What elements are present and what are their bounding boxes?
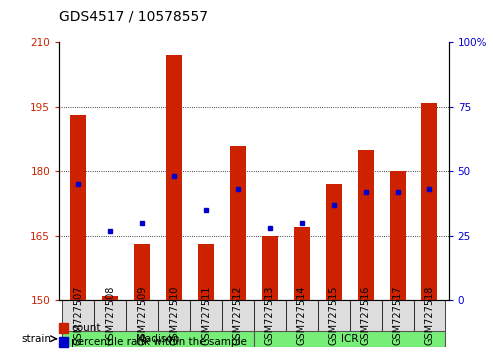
Bar xyxy=(357,150,374,300)
Bar xyxy=(318,300,350,331)
Bar xyxy=(94,300,126,331)
Text: GSM727517: GSM727517 xyxy=(392,286,403,345)
Text: GSM727516: GSM727516 xyxy=(360,286,371,345)
Bar xyxy=(62,331,254,347)
Text: strain: strain xyxy=(22,334,52,344)
Text: percentile rank within the sample: percentile rank within the sample xyxy=(71,337,247,347)
Bar xyxy=(126,300,158,331)
Bar xyxy=(230,145,246,300)
Text: GDS4517 / 10578557: GDS4517 / 10578557 xyxy=(59,9,208,23)
Bar xyxy=(254,331,446,347)
Text: GSM727507: GSM727507 xyxy=(73,286,83,345)
Text: count: count xyxy=(71,323,101,333)
Bar xyxy=(198,244,214,300)
Text: GSM727511: GSM727511 xyxy=(201,286,211,345)
Bar xyxy=(102,296,118,300)
Text: GSM727508: GSM727508 xyxy=(105,286,115,345)
Bar xyxy=(254,300,286,331)
Text: ICR: ICR xyxy=(341,334,358,344)
Bar xyxy=(286,300,318,331)
Text: GSM727513: GSM727513 xyxy=(265,286,275,345)
Bar xyxy=(262,236,278,300)
Bar xyxy=(389,171,406,300)
Bar xyxy=(222,300,254,331)
Bar xyxy=(350,300,382,331)
Bar xyxy=(414,300,446,331)
Text: GSM727512: GSM727512 xyxy=(233,286,243,345)
Text: GSM727514: GSM727514 xyxy=(297,286,307,345)
Text: GSM727518: GSM727518 xyxy=(424,286,434,345)
Bar xyxy=(382,300,414,331)
Text: Madison: Madison xyxy=(137,334,180,344)
Text: GSM727515: GSM727515 xyxy=(329,286,339,345)
Bar xyxy=(294,227,310,300)
Bar xyxy=(326,184,342,300)
Text: GSM727509: GSM727509 xyxy=(137,286,147,345)
Bar xyxy=(70,115,86,300)
Bar xyxy=(166,55,182,300)
Bar xyxy=(422,103,437,300)
Bar xyxy=(190,300,222,331)
Bar xyxy=(62,300,94,331)
Text: GSM727510: GSM727510 xyxy=(169,286,179,345)
Bar xyxy=(134,244,150,300)
Bar xyxy=(158,300,190,331)
